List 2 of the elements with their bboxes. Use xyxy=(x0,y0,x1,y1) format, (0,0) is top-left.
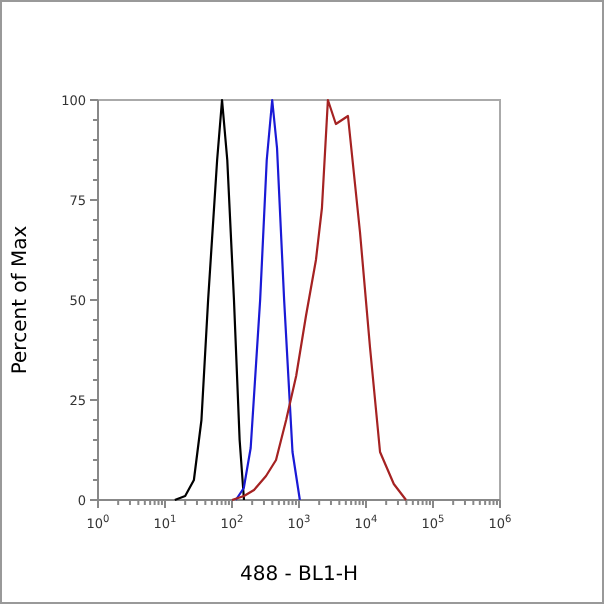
y-axis-title: Percent of Max xyxy=(10,225,32,375)
x-axis-title: 488 - BL1-H xyxy=(240,564,358,586)
